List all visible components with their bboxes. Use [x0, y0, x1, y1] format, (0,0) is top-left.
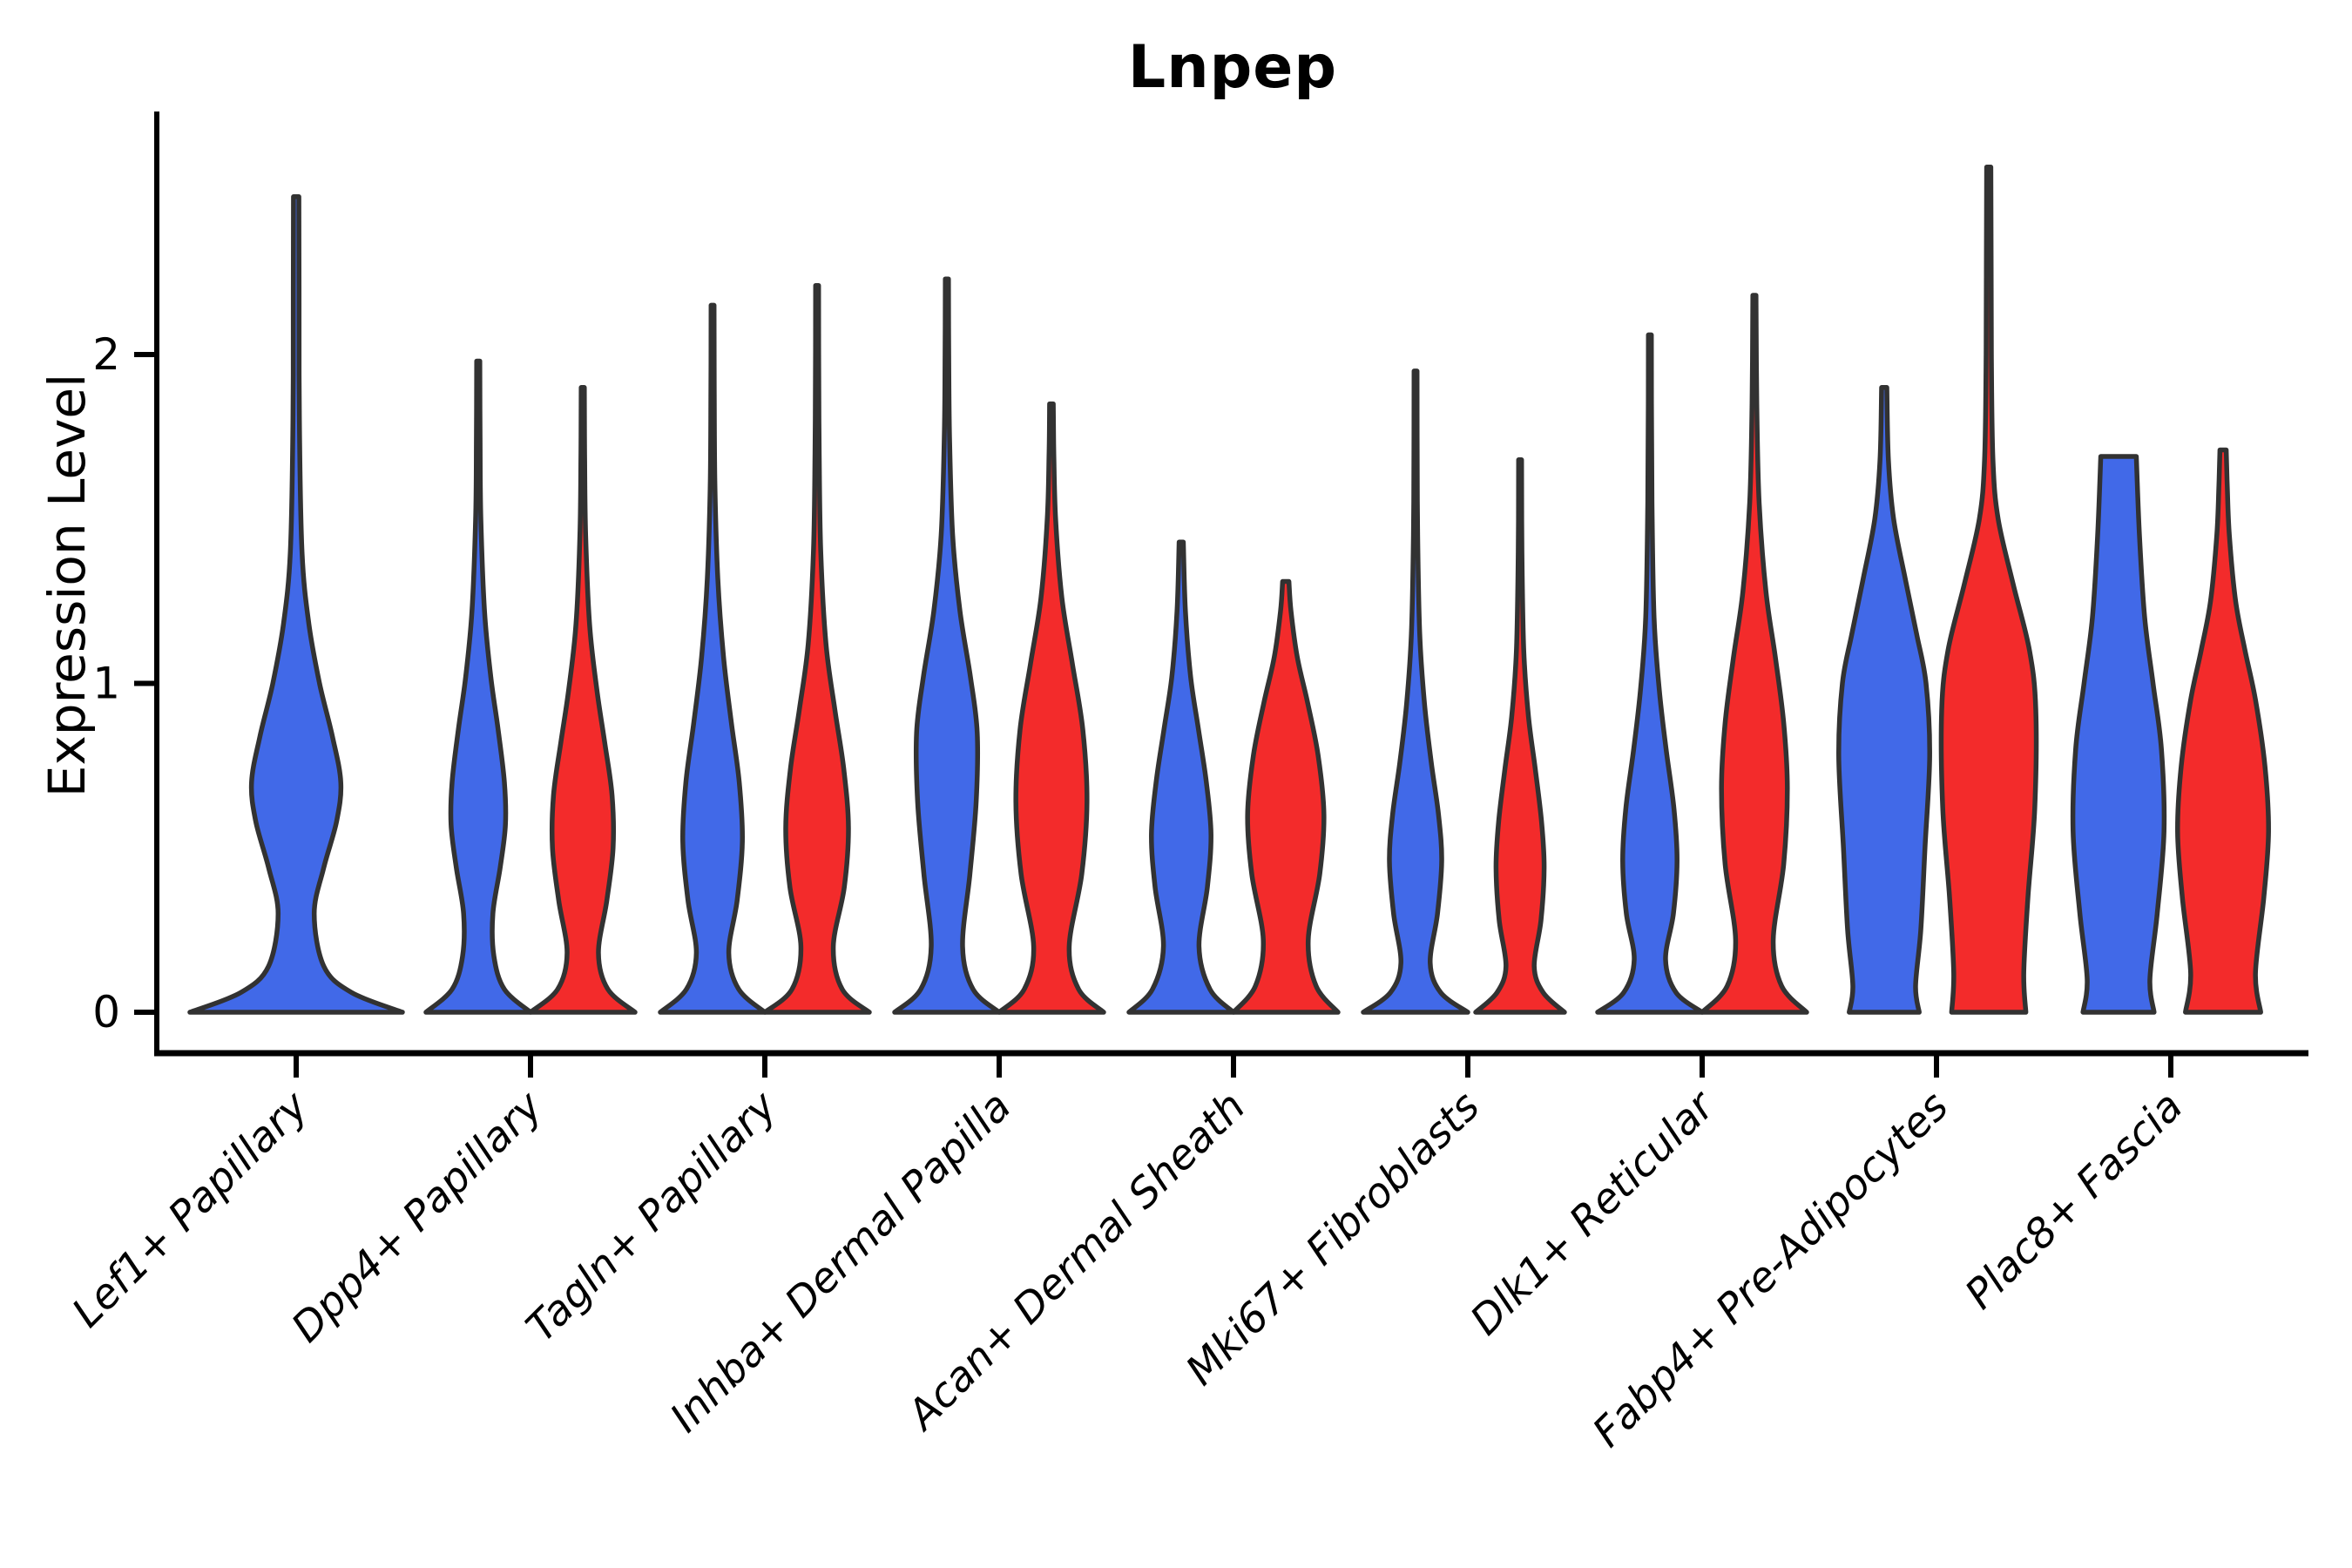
- violin-dpp4-papillary-blue: [423, 358, 533, 1015]
- violin-dlk1-reticular-red: [1700, 293, 1809, 1015]
- x-tick-label-lef1-papillary: Lef1+ Papillary: [63, 1082, 318, 1337]
- chart-title: Lnpep: [1127, 33, 1338, 102]
- y-tick-label-1: 1: [92, 659, 120, 709]
- violin-inhba-dermal-papilla-red: [997, 401, 1106, 1015]
- violin-tagln-papillary-blue: [658, 302, 767, 1015]
- violin-dlk1-reticular-blue: [1595, 332, 1705, 1015]
- violin-dpp4-papillary-red: [528, 385, 638, 1015]
- x-tick-label-plac8-fascia: Plac8+ Fascia: [1956, 1083, 2192, 1319]
- x-tick-label-tagln-papillary: Tagln+ Papillary: [517, 1082, 787, 1352]
- y-tick-label-2: 2: [92, 329, 120, 380]
- x-tick-label-dlk1-reticular: Dlk1+ Reticular: [1462, 1081, 1726, 1345]
- violin-fabp4-pre-adipocytes-red: [1938, 165, 2039, 1015]
- x-tick-label-dpp4-papillary: Dpp4+ Papillary: [282, 1082, 552, 1352]
- violin-tagln-papillary-red: [762, 282, 872, 1015]
- y-tick-label-0: 0: [92, 987, 120, 1037]
- violin-fabp4-pre-adipocytes-blue: [1836, 385, 1932, 1015]
- violin-lef1-papillary-blue: [187, 194, 405, 1015]
- violin-acan-dermal-sheath-red: [1231, 578, 1341, 1015]
- y-axis-label: Expression Level: [37, 373, 97, 798]
- violin-acan-dermal-sheath-blue: [1126, 539, 1236, 1015]
- violin-mki67-fibroblasts-red: [1473, 457, 1567, 1015]
- violin-plac8-fascia-red: [2175, 447, 2271, 1015]
- violin-mki67-fibroblasts-blue: [1361, 368, 1470, 1015]
- violin-plac8-fascia-blue: [2070, 454, 2167, 1015]
- violin-inhba-dermal-papilla-blue: [892, 276, 1002, 1015]
